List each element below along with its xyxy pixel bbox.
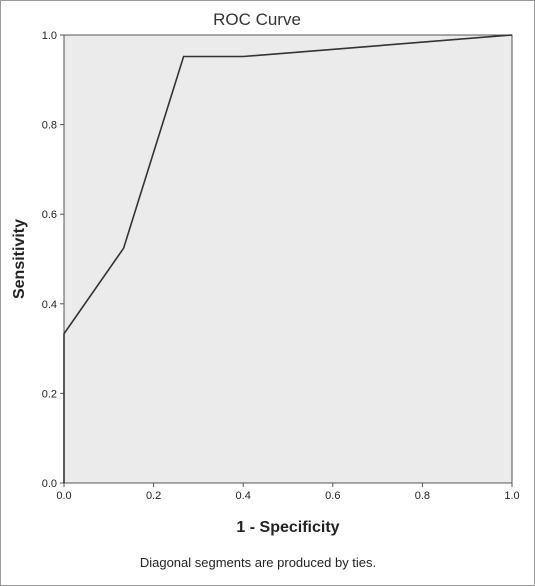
- y-tick-label: 0.0: [42, 478, 57, 490]
- x-tick-label: 0.2: [146, 490, 161, 502]
- y-tick-label: 0.4: [42, 299, 57, 311]
- y-tick-label: 0.2: [42, 388, 57, 400]
- x-tick-label: 0.0: [56, 490, 71, 502]
- plot-area: [63, 34, 513, 484]
- y-tick-label: 0.8: [42, 120, 57, 132]
- chart-title: ROC Curve: [213, 10, 301, 29]
- y-axis: 0.0 0.2 0.4 0.6 0.8 1.0: [42, 30, 64, 490]
- x-axis: 0.0 0.2 0.4 0.6 0.8 1.0: [56, 483, 520, 502]
- x-axis-label: 1 - Specificity: [236, 519, 339, 536]
- x-tick-label: 1.0: [504, 490, 519, 502]
- x-tick-label: 0.4: [236, 490, 251, 502]
- y-tick-label: 0.6: [42, 209, 57, 221]
- y-tick-label: 1.0: [42, 30, 57, 42]
- y-axis-label: Sensitivity: [11, 219, 28, 299]
- chart-footnote: Diagonal segments are produced by ties.: [140, 555, 376, 570]
- x-tick-label: 0.8: [415, 490, 430, 502]
- x-tick-label: 0.6: [325, 490, 340, 502]
- roc-curve-line: [63, 34, 513, 483]
